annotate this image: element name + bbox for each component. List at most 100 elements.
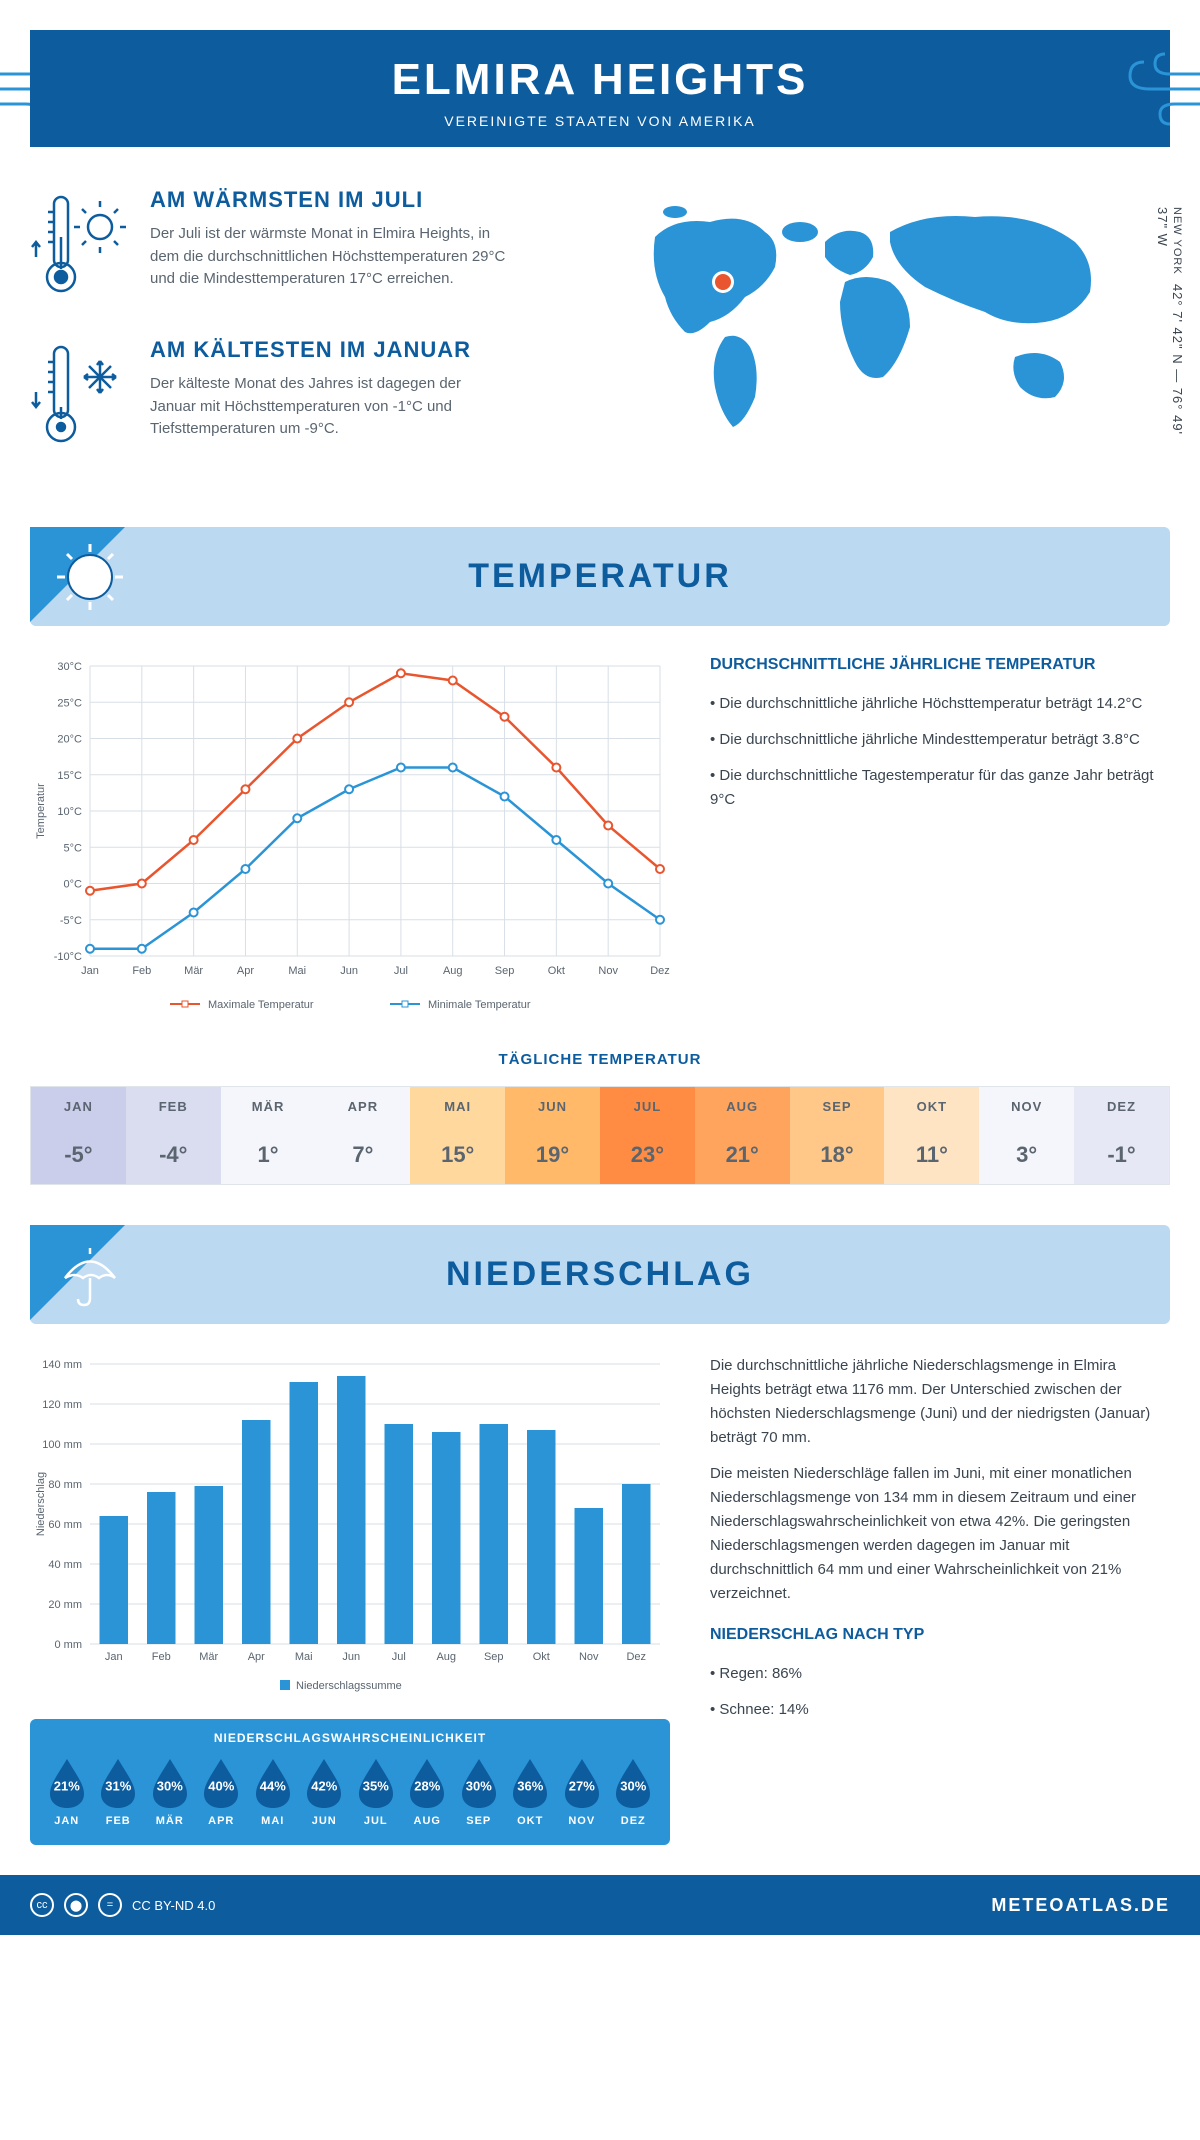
svg-text:5°C: 5°C (64, 842, 83, 854)
svg-text:Feb: Feb (152, 1651, 171, 1663)
temp-summary-b3: • Die durchschnittliche Tagestemperatur … (710, 764, 1170, 812)
precip-bar-chart: 0 mm 20 mm 40 mm 60 mm 80 mm 100 mm 120 mm 140 … (30, 1354, 670, 1694)
drop-cell: 21%JAN (42, 1757, 92, 1827)
cc-icon: cc (30, 1893, 54, 1917)
site-name: METEOATLAS.DE (991, 1895, 1170, 1916)
warmest-block: AM WÄRMSTEN IM JULI Der Juli ist der wär… (30, 187, 585, 307)
header: ELMIRA HEIGHTS VEREINIGTE STAATEN VON AM… (30, 30, 1170, 147)
drop-cell: 36%OKT (506, 1757, 556, 1827)
svg-text:Nov: Nov (579, 1651, 599, 1663)
svg-text:Temperatur: Temperatur (35, 783, 47, 839)
drop-cell: 44%MAI (248, 1757, 298, 1827)
svg-text:Mai: Mai (295, 1651, 313, 1663)
svg-text:Minimale Temperatur: Minimale Temperatur (428, 999, 531, 1011)
svg-text:Jul: Jul (394, 965, 408, 977)
svg-text:0°C: 0°C (64, 879, 83, 891)
svg-text:80 mm: 80 mm (48, 1479, 82, 1491)
drop-cell: 35%JUL (351, 1757, 401, 1827)
svg-text:Niederschlag: Niederschlag (35, 1472, 47, 1536)
temp-cell: FEB-4° (126, 1087, 221, 1184)
svg-text:40 mm: 40 mm (48, 1559, 82, 1571)
by-icon: ⬤ (64, 1893, 88, 1917)
svg-text:Mär: Mär (199, 1651, 218, 1663)
temp-cell: JUN19° (505, 1087, 600, 1184)
svg-text:Jul: Jul (392, 1651, 406, 1663)
temp-cell: MAI15° (410, 1087, 505, 1184)
precip-type-b1: • Regen: 86% (710, 1662, 1170, 1686)
temp-title: TEMPERATUR (30, 557, 1170, 596)
svg-text:Nov: Nov (598, 965, 618, 977)
nd-icon: = (98, 1893, 122, 1917)
svg-text:60 mm: 60 mm (48, 1519, 82, 1531)
page-subtitle: VEREINIGTE STAATEN VON AMERIKA (30, 113, 1170, 129)
coords-label: NEW YORK 42° 7' 42" N — 76° 49' 37" W (1155, 207, 1185, 452)
precip-summary-p2: Die meisten Niederschläge fallen im Juni… (710, 1462, 1170, 1606)
svg-text:Aug: Aug (443, 965, 463, 977)
thermometer-snow-icon (30, 337, 130, 457)
svg-text:20 mm: 20 mm (48, 1599, 82, 1611)
svg-text:-10°C: -10°C (54, 951, 82, 963)
svg-text:25°C: 25°C (57, 697, 82, 709)
sun-icon (55, 542, 125, 612)
temp-cell: OKT11° (884, 1087, 979, 1184)
precip-type-b2: • Schnee: 14% (710, 1698, 1170, 1722)
svg-text:100 mm: 100 mm (42, 1439, 82, 1451)
svg-text:Feb: Feb (132, 965, 151, 977)
precip-summary: Die durchschnittliche jährliche Niedersc… (710, 1354, 1170, 1845)
temp-cell: JUL23° (600, 1087, 695, 1184)
drop-cell: 30%MÄR (145, 1757, 195, 1827)
svg-text:Niederschlagssumme: Niederschlagssumme (296, 1680, 402, 1692)
drop-cell: 40%APR (197, 1757, 247, 1827)
svg-text:0 mm: 0 mm (55, 1639, 83, 1651)
svg-text:Maximale Temperatur: Maximale Temperatur (208, 999, 314, 1011)
overview-section: AM WÄRMSTEN IM JULI Der Juli ist der wär… (30, 187, 1170, 487)
precip-title: NIEDERSCHLAG (30, 1255, 1170, 1294)
svg-text:140 mm: 140 mm (42, 1359, 82, 1371)
svg-text:Jun: Jun (340, 965, 358, 977)
svg-text:Mär: Mär (184, 965, 203, 977)
coldest-title: AM KÄLTESTEN IM JANUAR (150, 337, 510, 363)
precip-summary-p1: Die durchschnittliche jährliche Niedersc… (710, 1354, 1170, 1450)
svg-text:Apr: Apr (237, 965, 254, 977)
svg-text:120 mm: 120 mm (42, 1399, 82, 1411)
svg-text:Dez: Dez (626, 1651, 646, 1663)
precip-prob-heading: NIEDERSCHLAGSWAHRSCHEINLICHKEIT (42, 1731, 658, 1745)
svg-text:-5°C: -5°C (60, 915, 82, 927)
svg-text:Sep: Sep (484, 1651, 504, 1663)
precip-probability: NIEDERSCHLAGSWAHRSCHEINLICHKEIT 21%JAN31… (30, 1719, 670, 1845)
svg-text:20°C: 20°C (57, 734, 82, 746)
drop-cell: 28%AUG (403, 1757, 453, 1827)
daily-temp-heading: TÄGLICHE TEMPERATUR (30, 1051, 1170, 1068)
world-map (615, 187, 1115, 447)
precip-section-header: NIEDERSCHLAG (30, 1225, 1170, 1324)
svg-text:10°C: 10°C (57, 806, 82, 818)
umbrella-icon (55, 1240, 125, 1310)
temp-cell: APR7° (315, 1087, 410, 1184)
svg-text:Mai: Mai (288, 965, 306, 977)
temp-cell: JAN-5° (31, 1087, 126, 1184)
precip-type-heading: NIEDERSCHLAG NACH TYP (710, 1626, 1170, 1644)
svg-text:Jan: Jan (81, 965, 99, 977)
temp-cell: NOV3° (979, 1087, 1074, 1184)
svg-text:15°C: 15°C (57, 770, 82, 782)
temp-summary-heading: DURCHSCHNITTLICHE JÄHRLICHE TEMPERATUR (710, 656, 1170, 674)
temp-summary-b1: • Die durchschnittliche jährliche Höchst… (710, 692, 1170, 716)
temp-summary: DURCHSCHNITTLICHE JÄHRLICHE TEMPERATUR •… (710, 656, 1170, 1021)
temp-cell: DEZ-1° (1074, 1087, 1169, 1184)
svg-text:Sep: Sep (495, 965, 515, 977)
daily-temp-table: TÄGLICHE TEMPERATUR JAN-5°FEB-4°MÄR1°APR… (30, 1051, 1170, 1185)
svg-text:Jan: Jan (105, 1651, 123, 1663)
temp-line-chart: -10°C -5°C 0°C 5°C 10°C 15°C 20°C 25°C 30°C Jan Fe… (30, 656, 670, 1021)
svg-text:Jun: Jun (342, 1651, 360, 1663)
license-text: CC BY-ND 4.0 (132, 1898, 215, 1913)
drop-cell: 30%SEP (454, 1757, 504, 1827)
svg-text:Dez: Dez (650, 965, 670, 977)
svg-text:Aug: Aug (436, 1651, 456, 1663)
drop-cell: 27%NOV (557, 1757, 607, 1827)
svg-text:30°C: 30°C (57, 661, 82, 673)
thermometer-sun-icon (30, 187, 130, 307)
wind-icon-right (1110, 44, 1200, 134)
coldest-block: AM KÄLTESTEN IM JANUAR Der kälteste Mona… (30, 337, 585, 457)
temp-cell: MÄR1° (221, 1087, 316, 1184)
temp-section-header: TEMPERATUR (30, 527, 1170, 626)
